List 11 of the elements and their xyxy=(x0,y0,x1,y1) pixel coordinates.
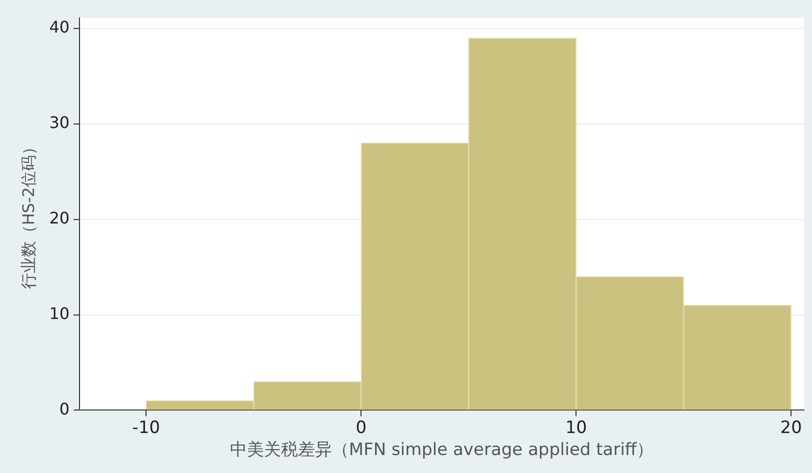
y-tick-label: 30 xyxy=(49,113,70,132)
x-axis-title: 中美关税差异（MFN simple average applied tariff） xyxy=(230,440,654,460)
y-tick-label: 10 xyxy=(49,304,70,323)
y-tick-label: 40 xyxy=(49,18,70,37)
x-tick-label: 0 xyxy=(356,418,367,438)
y-axis-title: 行业数（HS-2位码） xyxy=(18,139,38,290)
y-tick-label: 20 xyxy=(49,208,70,228)
x-tick-label: 10 xyxy=(565,418,587,438)
x-tick-label: -10 xyxy=(132,418,160,438)
x-tick-label: 20 xyxy=(780,418,802,438)
y-tick-label: 0 xyxy=(59,399,70,418)
